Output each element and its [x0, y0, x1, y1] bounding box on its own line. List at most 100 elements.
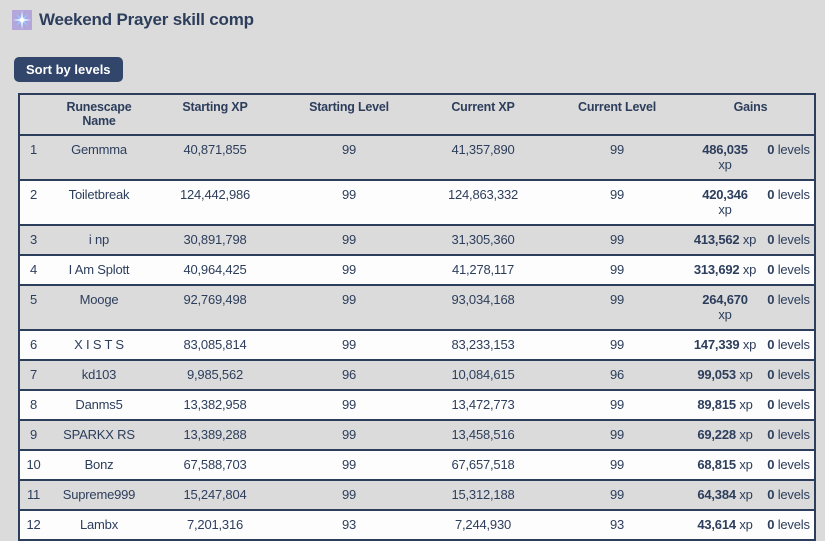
- gains-levels-unit: levels: [777, 397, 810, 412]
- current-xp-cell: 93,034,168: [419, 284, 547, 331]
- gains-xp-value: 68,815: [697, 457, 736, 472]
- gains-levels-cell: 0 levels: [763, 389, 816, 421]
- starting-level-cell: 99: [279, 134, 419, 181]
- table-header: Runescape Name Starting XP Starting Leve…: [18, 93, 816, 136]
- rank-cell: 5: [18, 284, 47, 331]
- current-level-cell: 99: [547, 134, 687, 181]
- table-row: 12 Lambx 7,201,316 93 7,244,930 93 43,61…: [18, 509, 816, 541]
- starting-xp-cell: 40,871,855: [151, 134, 279, 181]
- gains-levels-cell: 0 levels: [763, 359, 816, 391]
- gains-levels-cell: 0 levels: [763, 254, 816, 286]
- current-xp-cell: 15,312,188: [419, 479, 547, 511]
- current-xp-cell: 10,084,615: [419, 359, 547, 391]
- gains-levels-cell: 0 levels: [763, 134, 816, 181]
- starting-xp-cell: 30,891,798: [151, 224, 279, 256]
- current-level-cell: 96: [547, 359, 687, 391]
- current-level-cell: 99: [547, 329, 687, 361]
- player-name-cell: i np: [47, 224, 151, 256]
- sort-by-levels-button[interactable]: Sort by levels: [14, 57, 123, 82]
- starting-level-cell: 99: [279, 224, 419, 256]
- rank-cell: 4: [18, 254, 47, 286]
- player-name-cell: Gemmma: [47, 134, 151, 181]
- starting-xp-cell: 67,588,703: [151, 449, 279, 481]
- gains-levels-value: 0: [767, 397, 775, 412]
- gains-xp-unit: xp: [718, 157, 732, 172]
- current-level-cell: 99: [547, 179, 687, 226]
- table-row: 5 Mooge 92,769,498 99 93,034,168 99 264,…: [18, 284, 816, 331]
- gains-xp-value: 89,815: [697, 397, 736, 412]
- starting-xp-cell: 13,389,288: [151, 419, 279, 451]
- gains-xp-cell: 64,384 xp: [687, 479, 763, 511]
- rank-cell: 12: [18, 509, 47, 541]
- gains-levels-cell: 0 levels: [763, 509, 816, 541]
- gains-levels-value: 0: [767, 292, 775, 307]
- current-level-cell: 99: [547, 284, 687, 331]
- table-row: 4 I Am Splott 40,964,425 99 41,278,117 9…: [18, 254, 816, 286]
- gains-levels-unit: levels: [777, 367, 810, 382]
- gains-levels-cell: 0 levels: [763, 479, 816, 511]
- player-name-cell: Supreme999: [47, 479, 151, 511]
- gains-xp-cell: 43,614 xp: [687, 509, 763, 541]
- gains-levels-unit: levels: [777, 142, 810, 157]
- gains-xp-value: 420,346: [702, 187, 748, 202]
- gains-xp-cell: 420,346 xp: [687, 179, 763, 226]
- gains-levels-unit: levels: [777, 292, 810, 307]
- current-xp-cell: 83,233,153: [419, 329, 547, 361]
- page-title: Weekend Prayer skill comp: [39, 10, 254, 29]
- gains-xp-cell: 89,815 xp: [687, 389, 763, 421]
- gains-xp-unit: xp: [718, 202, 732, 217]
- gains-levels-cell: 0 levels: [763, 329, 816, 361]
- gains-levels-cell: 0 levels: [763, 284, 816, 331]
- starting-xp-cell: 40,964,425: [151, 254, 279, 286]
- rank-cell: 6: [18, 329, 47, 361]
- player-name-cell: kd103: [47, 359, 151, 391]
- rank-cell: 3: [18, 224, 47, 256]
- column-header-starting-level: Starting Level: [279, 93, 419, 136]
- rank-cell: 7: [18, 359, 47, 391]
- gains-xp-value: 43,614: [697, 517, 736, 532]
- gains-xp-value: 147,339: [693, 337, 740, 352]
- starting-xp-cell: 83,085,814: [151, 329, 279, 361]
- starting-level-cell: 99: [279, 479, 419, 511]
- gains-xp-value: 99,053: [697, 367, 736, 382]
- player-name-cell: SPARKX RS: [47, 419, 151, 451]
- current-level-cell: 93: [547, 509, 687, 541]
- gains-xp-unit: xp: [742, 232, 757, 247]
- gains-levels-cell: 0 levels: [763, 419, 816, 451]
- current-xp-cell: 13,458,516: [419, 419, 547, 451]
- page-header: Weekend Prayer skill comp: [12, 10, 254, 30]
- gains-xp-value: 64,384: [697, 487, 736, 502]
- table-row: 7 kd103 9,985,562 96 10,084,615 96 99,05…: [18, 359, 816, 391]
- starting-xp-cell: 15,247,804: [151, 479, 279, 511]
- table-row: 1 Gemmma 40,871,855 99 41,357,890 99 486…: [18, 134, 816, 181]
- prayer-skill-icon: [12, 10, 32, 30]
- gains-levels-value: 0: [767, 367, 775, 382]
- table-body: 1 Gemmma 40,871,855 99 41,357,890 99 486…: [18, 134, 816, 541]
- rank-cell: 2: [18, 179, 47, 226]
- gains-levels-value: 0: [767, 427, 775, 442]
- table-row: 8 Danms5 13,382,958 99 13,472,773 99 89,…: [18, 389, 816, 421]
- gains-levels-unit: levels: [777, 337, 810, 352]
- starting-level-cell: 96: [279, 359, 419, 391]
- gains-xp-value: 413,562: [693, 232, 740, 247]
- header-row: Runescape Name Starting XP Starting Leve…: [18, 93, 816, 136]
- column-header-starting-xp: Starting XP: [151, 93, 279, 136]
- current-level-cell: 99: [547, 419, 687, 451]
- starting-xp-cell: 7,201,316: [151, 509, 279, 541]
- table-row: 9 SPARKX RS 13,389,288 99 13,458,516 99 …: [18, 419, 816, 451]
- gains-levels-unit: levels: [777, 187, 810, 202]
- gains-xp-unit: xp: [739, 457, 753, 472]
- current-level-cell: 99: [547, 389, 687, 421]
- current-xp-cell: 124,863,332: [419, 179, 547, 226]
- gains-levels-value: 0: [767, 187, 775, 202]
- gains-xp-unit: xp: [742, 337, 757, 352]
- current-xp-cell: 41,357,890: [419, 134, 547, 181]
- gains-levels-cell: 0 levels: [763, 179, 816, 226]
- table-row: 11 Supreme999 15,247,804 99 15,312,188 9…: [18, 479, 816, 511]
- column-header-name: Runescape Name: [47, 93, 151, 136]
- player-name-cell: Lambx: [47, 509, 151, 541]
- rank-cell: 8: [18, 389, 47, 421]
- gains-levels-value: 0: [767, 232, 775, 247]
- gains-xp-value: 313,692: [693, 262, 740, 277]
- current-xp-cell: 67,657,518: [419, 449, 547, 481]
